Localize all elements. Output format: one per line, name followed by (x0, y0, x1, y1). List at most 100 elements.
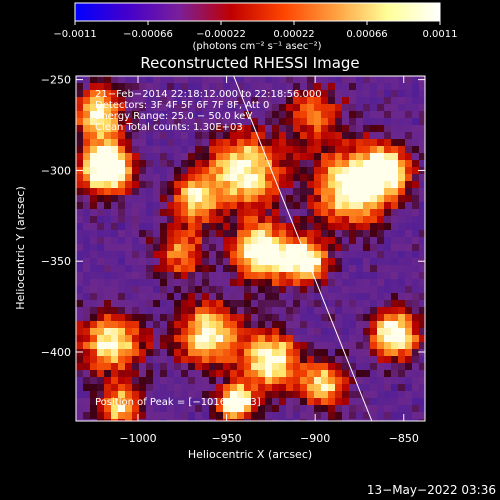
heatmap-cell (363, 111, 371, 119)
heatmap-cell (244, 139, 252, 147)
heatmap-cell (279, 83, 287, 91)
heatmap-cell (293, 356, 301, 364)
heatmap-cell (342, 181, 350, 189)
heatmap-cell (391, 307, 399, 315)
heatmap-cell (209, 195, 217, 203)
heatmap-cell (230, 307, 238, 315)
heatmap-cell (272, 195, 280, 203)
heatmap-cell (328, 139, 336, 147)
heatmap-cell (125, 286, 133, 294)
heatmap-cell (412, 132, 420, 140)
heatmap-cell (216, 286, 224, 294)
heatmap-cell (125, 118, 133, 126)
heatmap-cell (370, 300, 378, 308)
heatmap-cell (356, 307, 364, 315)
heatmap-cell (146, 216, 154, 224)
heatmap-cell (370, 174, 378, 182)
heatmap-cell (181, 391, 189, 399)
heatmap-cell (244, 321, 252, 329)
heatmap-cell (391, 76, 399, 84)
heatmap-cell (160, 356, 168, 364)
heatmap-cell (104, 370, 112, 378)
heatmap-cell (335, 356, 343, 364)
heatmap-cell (244, 153, 252, 161)
heatmap-cell (405, 174, 413, 182)
heatmap-cell (195, 97, 203, 105)
heatmap-cell (279, 279, 287, 287)
heatmap-cell (307, 76, 315, 84)
heatmap-cell (160, 370, 168, 378)
heatmap-cell (321, 188, 329, 196)
heatmap-cell (216, 195, 224, 203)
heatmap-cell (125, 139, 133, 147)
heatmap-cell (412, 153, 420, 161)
heatmap-cell (405, 279, 413, 287)
heatmap-cell (195, 132, 203, 140)
heatmap-cell (342, 293, 350, 301)
heatmap-cell (412, 216, 420, 224)
heatmap-cell (174, 118, 182, 126)
heatmap-cell (230, 181, 238, 189)
heatmap-cell (300, 321, 308, 329)
heatmap-cell (258, 223, 266, 231)
heatmap-cell (286, 237, 294, 245)
heatmap-cell (90, 83, 98, 91)
heatmap-cell (244, 146, 252, 154)
heatmap-cell (153, 237, 161, 245)
heatmap-cell (258, 153, 266, 161)
heatmap-cell (125, 146, 133, 154)
heatmap-cell (328, 146, 336, 154)
heatmap-cell (153, 104, 161, 112)
heatmap-cell (335, 146, 343, 154)
heatmap-cell (132, 307, 140, 315)
heatmap-cell (174, 237, 182, 245)
heatmap-cell (209, 265, 217, 273)
heatmap-cell (363, 279, 371, 287)
heatmap-cell (209, 230, 217, 238)
heatmap-cell (356, 398, 364, 406)
heatmap-cell (258, 286, 266, 294)
heatmap-cell (118, 356, 126, 364)
heatmap-cell (195, 321, 203, 329)
heatmap-cell (195, 167, 203, 175)
heatmap-cell (202, 412, 210, 420)
heatmap-cell (335, 174, 343, 182)
heatmap-cell (90, 230, 98, 238)
heatmap-cell (167, 223, 175, 231)
heatmap-cell (419, 188, 425, 196)
heatmap-cell (412, 377, 420, 385)
heatmap-cell (286, 286, 294, 294)
heatmap-cell (146, 251, 154, 259)
heatmap-cell (377, 83, 385, 91)
heatmap-cell (125, 125, 133, 133)
heatmap-cell (384, 405, 392, 413)
heatmap-cell (160, 153, 168, 161)
heatmap-cell (293, 216, 301, 224)
heatmap-cell (251, 279, 259, 287)
heatmap-cell (349, 342, 357, 350)
heatmap-cell (335, 293, 343, 301)
heatmap-cell (293, 202, 301, 210)
heatmap-cell (279, 251, 287, 259)
heatmap-cell (188, 398, 196, 406)
heatmap-cell (181, 419, 189, 421)
heatmap-cell (342, 251, 350, 259)
heatmap-cell (342, 230, 350, 238)
heatmap-cell (321, 195, 329, 203)
heatmap-cell (300, 300, 308, 308)
heatmap-cell (307, 314, 315, 322)
heatmap-cell (209, 419, 217, 421)
heatmap-cell (377, 104, 385, 112)
heatmap-cell (279, 391, 287, 399)
heatmap-cell (335, 258, 343, 266)
heatmap-cell (419, 118, 425, 126)
heatmap-cell (209, 160, 217, 168)
heatmap-cell (293, 174, 301, 182)
heatmap-cell (293, 132, 301, 140)
heatmap-cell (321, 279, 329, 287)
heatmap-cell (384, 160, 392, 168)
heatmap-cell (391, 237, 399, 245)
heatmap-cell (279, 342, 287, 350)
heatmap-cell (398, 181, 406, 189)
heatmap-cell (125, 111, 133, 119)
